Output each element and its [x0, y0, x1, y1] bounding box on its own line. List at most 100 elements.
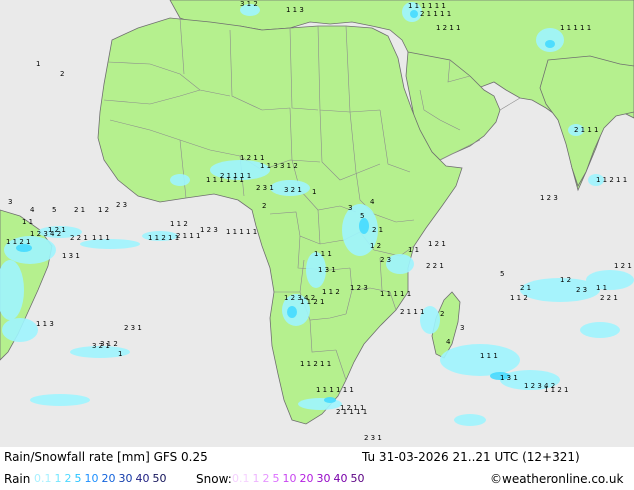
rain-value-label: 1 1 1 — [480, 352, 498, 360]
rain-value-label: 1 1 3 — [286, 6, 304, 14]
rain-value-label: 2 3 1 — [124, 324, 142, 332]
map-title: Rain/Snowfall rate [mm] GFS 0.25 — [4, 450, 208, 464]
rain-value-label: 2 — [262, 202, 266, 210]
rain-value-label: 3 — [8, 198, 12, 206]
rain-value-label: 1 1 2 — [170, 220, 188, 228]
rain-value-label: 2 1 1 1 1 — [220, 172, 251, 180]
legend-value: 40 — [135, 472, 150, 485]
rain-value-label: 3 — [460, 324, 464, 332]
rain-value-label: 4 — [446, 338, 451, 346]
rain-value-label: 1 1 2 — [510, 294, 528, 302]
rain-value-label: 1 1 3 — [260, 162, 278, 170]
legend-value: 50 — [152, 472, 167, 485]
rain-value-label: 1 2 — [560, 276, 571, 284]
rain-value-label: 1 1 1 — [92, 234, 110, 242]
legend-value: 20 — [299, 472, 314, 485]
rain-value-label: 4 — [370, 198, 375, 206]
rain-value-label: 2 1 1 1 — [176, 232, 201, 240]
rain-value-label: 3 1 2 — [280, 162, 298, 170]
legend-value: 10 — [84, 472, 99, 485]
rain-value-label: 1 2 3 — [200, 226, 218, 234]
legend-value: 20 — [101, 472, 116, 485]
footer-row-title: Rain/Snowfall rate [mm] GFS 0.25 Tu 31-0… — [0, 447, 634, 468]
rain-value-label: 5 — [52, 206, 56, 214]
rain-value-label: 2 2 1 — [600, 294, 618, 302]
rain-areas — [0, 2, 634, 426]
rain-value-label: 1 2 3 — [540, 194, 558, 202]
legend-value: 5 — [272, 472, 280, 485]
legend-value: 2 — [64, 472, 72, 485]
rain-value-label: 1 2 1 1 — [436, 24, 461, 32]
rain-value-label: 1 1 1 — [314, 250, 332, 258]
legend-value: 30 — [118, 472, 133, 485]
valid-time: Tu 31-03-2026 21..21 UTC (12+321) — [362, 450, 580, 464]
rain-value-label: 1 — [36, 60, 40, 68]
legend-value: 0.1 — [34, 472, 52, 485]
legend-value: 10 — [282, 472, 297, 485]
rain-value-label: 2 3 1 — [256, 184, 274, 192]
legend-value: 40 — [333, 472, 348, 485]
rain-value-label: 1 1 1 1 1 1 — [408, 2, 446, 10]
rain-legend-scale: 0.1 1 2 5 10 20 30 40 50 — [34, 472, 170, 485]
rain-value-label: 1 2 3 4 2 — [524, 382, 555, 390]
rain-value-label: 2 — [440, 310, 444, 318]
rain-value-label: 1 1 — [22, 218, 33, 226]
rain-value-label: 1 1 3 — [36, 320, 54, 328]
rain-value-label: 1 1 1 1 1 — [226, 228, 257, 236]
rain-value-label: 1 1 2 1 1 — [148, 234, 179, 242]
rain-value-label: 3 1 2 — [100, 340, 118, 348]
rain-value-label: 1 1 1 1 1 1 — [316, 386, 354, 394]
rain-value-label: 2 3 1 — [364, 434, 382, 442]
rain-value-label: 1 1 1 1 1 — [560, 24, 591, 32]
rain-value-label: 1 1 1 1 1 1 — [206, 176, 244, 184]
rain-value-label: 2 3 — [380, 256, 391, 264]
rain-value-label: 1 1 2 1 — [300, 298, 325, 306]
rain-value-label: 1 — [312, 188, 316, 196]
rain-value-label: 3 2 1 — [284, 186, 302, 194]
rain-value-label: 1 2 3 — [350, 284, 368, 292]
rain-value-label: 2 3 — [116, 201, 127, 209]
rain-value-label: 1 2 1 1 — [340, 404, 365, 412]
legend-value: 5 — [74, 472, 82, 485]
rain-value-label: 2 3 — [576, 286, 587, 294]
rain-value-label: 1 1 2 — [322, 288, 340, 296]
land-africa — [97, 17, 463, 425]
rain-value-label: 1 2 1 — [428, 240, 446, 248]
legend-value: 1 — [54, 472, 62, 485]
rain-value-label: 2 1 — [372, 226, 383, 234]
rain-value-label: 1 2 3 4 2 — [284, 294, 315, 302]
rain-value-label: 3 2 1 — [92, 342, 110, 350]
rain-value-label: 1 3 1 — [62, 252, 80, 260]
rain-value-label: 1 — [118, 350, 122, 358]
rain-value-label: 1 2 — [98, 206, 109, 214]
legend-value: 30 — [316, 472, 331, 485]
rain-value-label: 1 1 1 1 1 — [380, 290, 411, 298]
rain-value-label: 2 2 1 — [70, 234, 88, 242]
land-arabia — [405, 51, 501, 161]
rain-value-label: 1 1 2 1 — [544, 386, 569, 394]
rain-value-label: 5 — [500, 270, 504, 278]
rain-value-label: 1 3 1 — [318, 266, 336, 274]
rain-value-label: 2 1 1 1 — [400, 308, 425, 316]
rain-value-label: 2 2 1 — [426, 262, 444, 270]
rain-value-label: 1 2 — [370, 242, 381, 250]
rain-value-label: 2 1 — [74, 206, 85, 214]
rain-value-label: 2 — [60, 70, 64, 78]
rain-value-label: 5 — [360, 212, 364, 220]
rain-areas-mid — [16, 10, 555, 403]
rain-value-label: 1 1 2 1 1 — [300, 360, 331, 368]
rain-value-label: 3 1 2 — [240, 0, 258, 8]
land-india — [539, 55, 634, 187]
rain-legend-label: Rain — [4, 472, 31, 486]
rain-value-label: 1 1 2 1 — [6, 238, 31, 246]
legend-value: 2 — [262, 472, 270, 485]
legend-value: 1 — [252, 472, 260, 485]
rain-value-label: 2 1 1 1 1 — [336, 408, 367, 416]
rain-value-label: 1 2 1 — [614, 262, 632, 270]
rain-value-label: 1 2 1 1 — [240, 154, 265, 162]
credit-link[interactable]: ©weatheronline.co.uk — [490, 472, 624, 486]
snow-legend-label: Snow: — [196, 472, 232, 486]
rain-value-label: 1 3 1 — [500, 374, 518, 382]
